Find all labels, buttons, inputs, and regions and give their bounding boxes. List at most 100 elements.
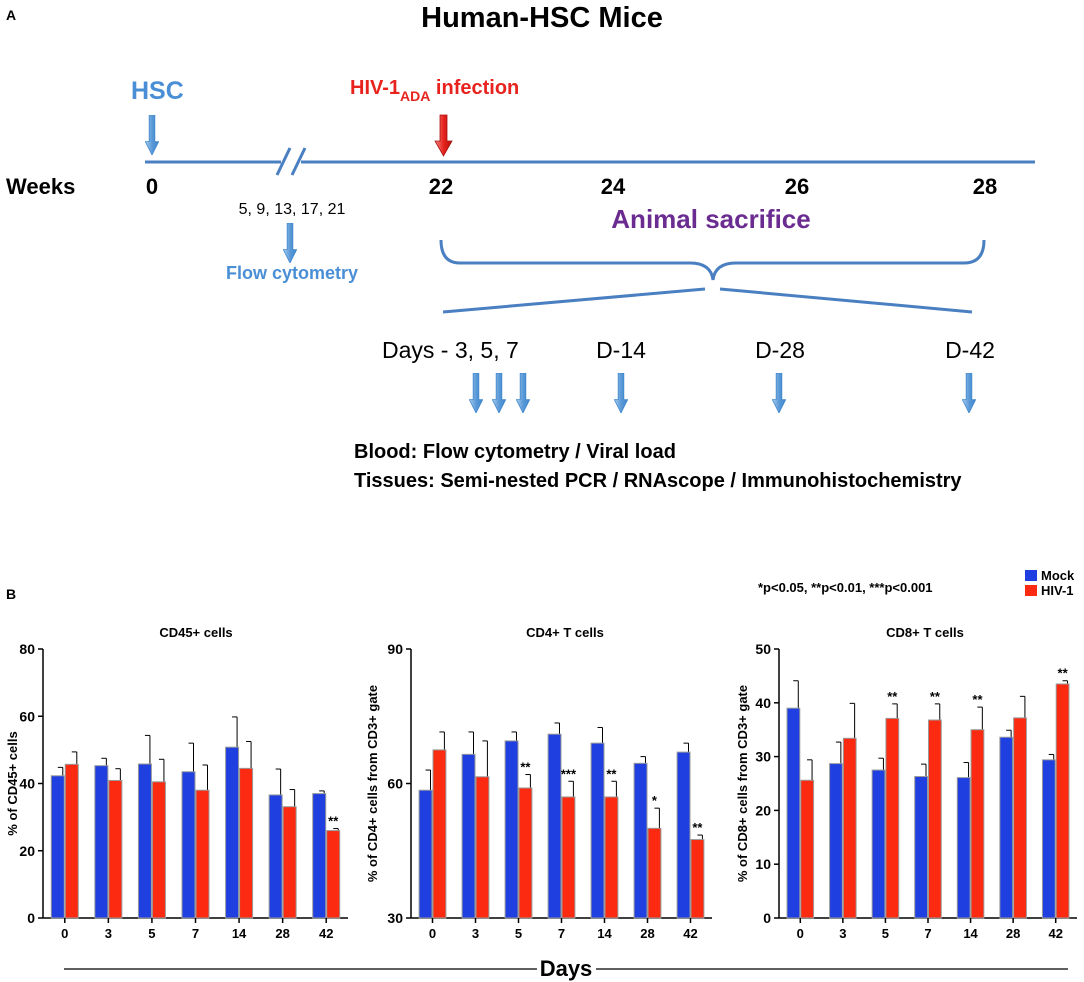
x-tick-label: 14 (597, 926, 612, 941)
x-tick-label: 7 (192, 926, 199, 941)
bar-hiv (432, 749, 447, 919)
significance-label: ** (692, 820, 703, 835)
blood-line: Blood: Flow cytometry / Viral load (354, 441, 676, 463)
day-label: Days - 3, 5, 7 (382, 337, 519, 363)
bar-hiv (151, 781, 166, 919)
y-tick-label: 60 (19, 708, 35, 724)
x-tick-label: 14 (232, 926, 247, 941)
week-tick: 24 (601, 174, 626, 199)
chart-title: CD4+ T cells (526, 625, 604, 640)
bar-mock (504, 740, 519, 919)
weeks-label: Weeks (6, 174, 75, 199)
bar-hiv (647, 827, 662, 919)
y-tick-label: 0 (27, 910, 35, 926)
bar-mock (999, 736, 1014, 919)
legend-swatch-mock (1025, 570, 1037, 581)
week-tick: 26 (785, 174, 809, 199)
bar-mock (181, 771, 196, 919)
infection-label: HIV-1ADA infection (350, 77, 519, 104)
x-tick-label: 5 (882, 926, 889, 941)
y-tick-label: 20 (19, 843, 35, 859)
flow-weeks: 5, 9, 13, 17, 21 (239, 201, 346, 218)
bar-hiv (561, 796, 576, 919)
x-tick-label: 28 (275, 926, 289, 941)
x-tick-label: 3 (839, 926, 846, 941)
bar-hiv (475, 776, 490, 919)
significance-label: ** (606, 766, 617, 781)
bar-mock (312, 793, 327, 919)
bar-hiv (108, 779, 123, 919)
bar-hiv (1055, 683, 1070, 919)
bar-mock (50, 775, 65, 919)
days-axis-label: Days (540, 956, 593, 981)
y-tick-label: 60 (387, 776, 403, 792)
y-tick-label: 0 (763, 910, 771, 926)
chart-title: CD8+ T cells (886, 625, 964, 640)
day-label: D-28 (755, 337, 805, 363)
x-tick-label: 14 (963, 926, 978, 941)
significance-label: ** (1058, 666, 1069, 681)
chart-cd45: CD45+ cells % of CD45+ cells 0 20 40 60 80 0 3 5 7… (5, 625, 348, 941)
bar-mock (871, 769, 886, 919)
bar-hiv (64, 763, 79, 919)
x-tick-label: 5 (148, 926, 155, 941)
bar-hiv (800, 779, 815, 919)
chart-cd4: CD4+ T cells % of CD4+ cells from CD3+ ga… (365, 625, 712, 941)
week-tick: 0 (146, 174, 158, 199)
bar-hiv (970, 729, 985, 919)
hsc-arrow-icon (145, 115, 159, 155)
bar-mock (829, 763, 843, 919)
bar-mock (418, 789, 433, 919)
significance-label: ** (887, 689, 898, 704)
y-tick-label: 80 (19, 641, 35, 657)
bar-mock (137, 763, 152, 919)
bar-mock (225, 746, 240, 919)
significance-label: ** (520, 760, 531, 775)
day-arrow-icon (772, 373, 786, 413)
zoom-line-right (719, 287, 973, 314)
week-tick: 28 (973, 174, 997, 199)
x-tick-label: 28 (640, 926, 654, 941)
y-tick-label: 90 (387, 641, 403, 657)
bar-hiv (842, 737, 857, 919)
y-tick-label: 50 (755, 641, 771, 657)
y-tick-label: 30 (755, 749, 771, 765)
bar-mock (633, 762, 648, 919)
pvalue-note: *p<0.05, **p<0.01, ***p<0.001 (758, 580, 933, 595)
bar-hiv (690, 839, 705, 919)
bar-hiv (282, 806, 297, 919)
y-axis-label: % of CD4+ cells from CD3+ gate (365, 685, 380, 882)
day-label: D-42 (945, 337, 995, 363)
x-tick-label: 0 (797, 926, 804, 941)
x-tick-label: 7 (924, 926, 931, 941)
x-tick-label: 42 (319, 926, 333, 941)
chart-cd8: CD8+ T cells % of CD8+ cells from CD3+ ga… (735, 625, 1077, 941)
timeline-break-mark (290, 147, 307, 176)
bar-hiv (928, 719, 942, 919)
significance-label: ** (972, 692, 983, 707)
bar-hiv (885, 717, 900, 919)
panel-a: A Human-HSC Mice HSC HIV-1ADA infection … (6, 2, 1035, 492)
significance-label: ** (930, 689, 941, 704)
bar-mock (547, 733, 562, 919)
bar-hiv (518, 787, 533, 919)
flow-arrow-icon (283, 223, 297, 263)
bar-hiv (604, 796, 619, 919)
day-arrow-icon (614, 373, 628, 413)
y-tick-label: 40 (19, 776, 35, 792)
tissue-line: Tissues: Semi-nested PCR / RNAscope / Im… (354, 470, 962, 492)
bar-hiv (239, 767, 254, 919)
panel-b-label: B (6, 586, 16, 602)
x-tick-label: 28 (1006, 926, 1020, 941)
y-tick-label: 30 (387, 910, 403, 926)
bar-mock (956, 777, 971, 919)
x-tick-label: 42 (683, 926, 697, 941)
x-tick-label: 3 (472, 926, 479, 941)
significance-label: *** (561, 766, 577, 781)
legend: Mock HIV-1 (1025, 568, 1075, 598)
bar-mock (786, 707, 801, 919)
y-axis-label: % of CD45+ cells (5, 731, 20, 835)
y-tick-label: 20 (755, 802, 771, 818)
bar-mock (590, 742, 605, 919)
